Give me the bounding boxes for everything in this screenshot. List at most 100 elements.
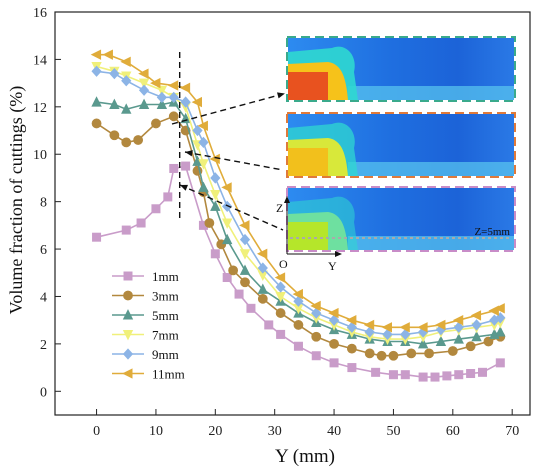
data-point — [293, 320, 304, 330]
data-point — [264, 320, 274, 330]
series-1mm — [92, 161, 505, 382]
data-point — [466, 369, 476, 379]
data-point — [453, 333, 464, 344]
data-point — [435, 319, 446, 331]
data-point — [495, 358, 505, 368]
axis-ticks: 0 10 20 30 40 50 60 70 0 2 4 6 8 10 12 14 16 — [33, 6, 519, 439]
data-point — [234, 289, 244, 299]
y-tick-label: 6 — [40, 243, 47, 258]
data-point — [329, 358, 339, 368]
legend-entry: 1mm — [112, 269, 179, 284]
data-point — [138, 98, 150, 109]
data-point — [222, 273, 232, 283]
data-point — [364, 348, 375, 359]
data-point — [109, 130, 120, 141]
data-point — [179, 82, 191, 94]
data-point — [198, 136, 209, 149]
data-point — [138, 84, 150, 96]
data-point — [151, 204, 161, 214]
legend-marker — [122, 309, 134, 320]
data-point — [388, 350, 399, 361]
data-point — [156, 91, 167, 103]
data-point — [424, 348, 434, 359]
y-tick-label: 16 — [33, 6, 47, 21]
data-point — [435, 335, 447, 347]
contour-inset: Z=5mm Z Y O — [171, 36, 516, 273]
pointer-arrow-line — [184, 151, 284, 171]
series-11mm — [90, 49, 505, 333]
data-point — [198, 159, 209, 170]
data-point — [91, 96, 102, 107]
data-point — [169, 163, 179, 173]
data-point — [471, 330, 482, 342]
contour-plume-core — [288, 222, 328, 250]
legend-entry: 3mm — [112, 289, 179, 304]
data-point — [138, 68, 149, 79]
data-point — [275, 281, 286, 293]
contour-panel — [184, 112, 516, 178]
data-point — [239, 220, 250, 231]
x-tick-label: 70 — [505, 424, 519, 439]
data-point — [483, 336, 494, 347]
data-point — [346, 343, 357, 354]
data-point — [239, 264, 251, 275]
data-point — [121, 137, 132, 148]
y-tick-label: 10 — [33, 148, 47, 163]
x-tick-label: 40 — [327, 424, 341, 439]
data-point — [470, 310, 482, 321]
data-point — [109, 98, 120, 109]
data-point — [406, 348, 417, 359]
y-tick-label: 14 — [33, 53, 47, 68]
data-point — [257, 293, 268, 304]
y-axis-arrowhead — [335, 251, 342, 257]
arrow-head — [277, 92, 285, 99]
legend: 1mm 3mm 5mm 7mm 9mm 11mm — [112, 269, 185, 382]
data-point — [453, 321, 464, 333]
data-point — [363, 319, 375, 331]
legend-label: 7mm — [152, 328, 179, 343]
data-point — [121, 103, 132, 114]
legend-entry: 9mm — [112, 347, 179, 362]
plot-border — [54, 11, 531, 416]
data-point — [121, 75, 132, 87]
data-point — [471, 319, 482, 331]
legend-entry: 11mm — [112, 367, 185, 382]
x-axis-title: Y (mm) — [275, 446, 335, 467]
data-point — [293, 341, 303, 351]
inset-origin-label: O — [279, 257, 288, 271]
y-tick-label: 8 — [40, 196, 47, 211]
data-point — [310, 300, 321, 312]
data-point — [371, 367, 381, 377]
data-point — [399, 322, 410, 333]
data-point — [150, 77, 161, 89]
data-point — [192, 124, 203, 137]
x-tick-label: 0 — [93, 424, 100, 439]
data-point — [292, 288, 303, 300]
contour-frame — [286, 112, 516, 178]
data-point — [257, 283, 268, 294]
series-line — [96, 165, 501, 378]
data-point — [151, 118, 161, 129]
data-point — [191, 96, 202, 108]
data-point — [210, 172, 221, 184]
data-point — [102, 49, 113, 60]
y-tick-label: 2 — [40, 338, 47, 353]
data-point — [163, 192, 173, 202]
data-point — [293, 295, 304, 307]
data-point — [376, 350, 387, 361]
contour-band — [348, 86, 514, 100]
data-point — [495, 326, 506, 337]
x-tick-label: 20 — [208, 424, 222, 439]
data-point — [346, 321, 357, 333]
data-point — [180, 96, 191, 108]
data-point — [447, 346, 458, 356]
data-point — [328, 307, 339, 319]
data-point — [120, 56, 131, 67]
data-point — [168, 111, 179, 122]
data-point — [210, 200, 221, 211]
data-point — [167, 80, 179, 91]
series-9mm — [91, 65, 506, 341]
legend-entry: 5mm — [112, 308, 179, 323]
data-point — [382, 328, 393, 341]
y-tick-label: 4 — [40, 290, 47, 305]
